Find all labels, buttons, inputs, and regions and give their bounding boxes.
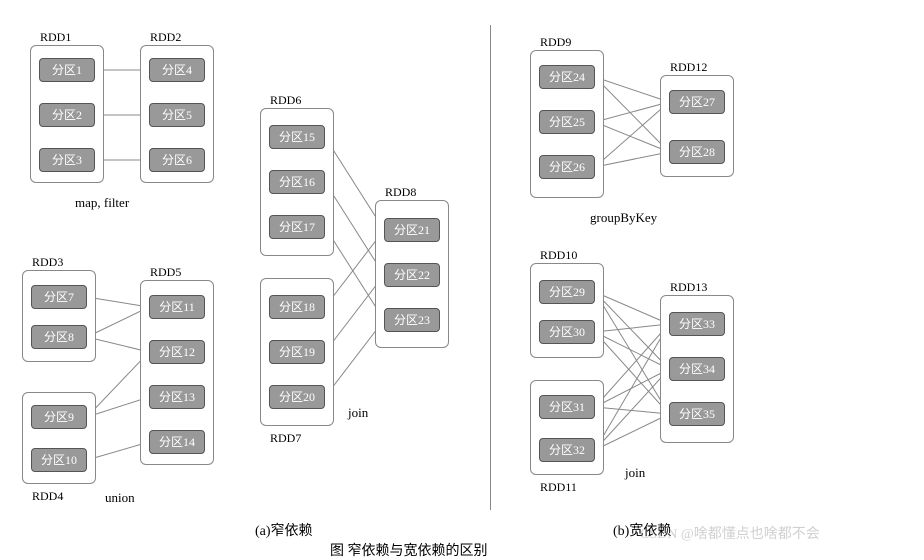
partition-p7: 分区7: [31, 285, 87, 309]
connection-lines: [0, 0, 924, 560]
partition-p11: 分区11: [149, 295, 205, 319]
partition-p23: 分区23: [384, 308, 440, 332]
partition-p13: 分区13: [149, 385, 205, 409]
partition-p17: 分区17: [269, 215, 325, 239]
partition-p20: 分区20: [269, 385, 325, 409]
partition-p34: 分区34: [669, 357, 725, 381]
partition-p30: 分区30: [539, 320, 595, 344]
rdd-label-rdd6: RDD6: [270, 93, 301, 108]
rdd-label-rdd9: RDD9: [540, 35, 571, 50]
rdd-label-rdd11: RDD11: [540, 480, 577, 495]
op-label-groupByKey: groupByKey: [590, 210, 657, 226]
partition-p14: 分区14: [149, 430, 205, 454]
rdd-label-rdd10: RDD10: [540, 248, 577, 263]
partition-p1: 分区1: [39, 58, 95, 82]
partition-p27: 分区27: [669, 90, 725, 114]
rdd-label-rdd12: RDD12: [670, 60, 707, 75]
partition-p24: 分区24: [539, 65, 595, 89]
caption-bottom: 图 窄依赖与宽依赖的区别: [330, 540, 488, 560]
partition-p22: 分区22: [384, 263, 440, 287]
rdd-label-rdd1: RDD1: [40, 30, 71, 45]
rdd-label-rdd2: RDD2: [150, 30, 181, 45]
partition-p10: 分区10: [31, 448, 87, 472]
rdd-label-rdd8: RDD8: [385, 185, 416, 200]
rdd-label-rdd7: RDD7: [270, 431, 301, 446]
partition-p31: 分区31: [539, 395, 595, 419]
partition-p32: 分区32: [539, 438, 595, 462]
partition-p6: 分区6: [149, 148, 205, 172]
partition-p3: 分区3: [39, 148, 95, 172]
op-label-join1: join: [348, 405, 368, 421]
partition-p21: 分区21: [384, 218, 440, 242]
partition-p26: 分区26: [539, 155, 595, 179]
rdd-label-rdd13: RDD13: [670, 280, 707, 295]
op-label-join2: join: [625, 465, 645, 481]
partition-p8: 分区8: [31, 325, 87, 349]
partition-p19: 分区19: [269, 340, 325, 364]
partition-p29: 分区29: [539, 280, 595, 304]
caption-narrow: (a)窄依赖: [255, 520, 313, 540]
partition-p4: 分区4: [149, 58, 205, 82]
vertical-divider: [490, 25, 491, 510]
rdd-label-rdd3: RDD3: [32, 255, 63, 270]
rdd-label-rdd4: RDD4: [32, 489, 63, 504]
partition-p18: 分区18: [269, 295, 325, 319]
op-label-union: union: [105, 490, 135, 506]
partition-p2: 分区2: [39, 103, 95, 127]
op-label-map_filter: map, filter: [75, 195, 129, 211]
watermark-text: CSDN @啥都懂点也啥都不会: [640, 523, 820, 543]
partition-p28: 分区28: [669, 140, 725, 164]
partition-p35: 分区35: [669, 402, 725, 426]
partition-p15: 分区15: [269, 125, 325, 149]
partition-p25: 分区25: [539, 110, 595, 134]
partition-p9: 分区9: [31, 405, 87, 429]
partition-p33: 分区33: [669, 312, 725, 336]
rdd-label-rdd5: RDD5: [150, 265, 181, 280]
partition-p5: 分区5: [149, 103, 205, 127]
partition-p12: 分区12: [149, 340, 205, 364]
partition-p16: 分区16: [269, 170, 325, 194]
